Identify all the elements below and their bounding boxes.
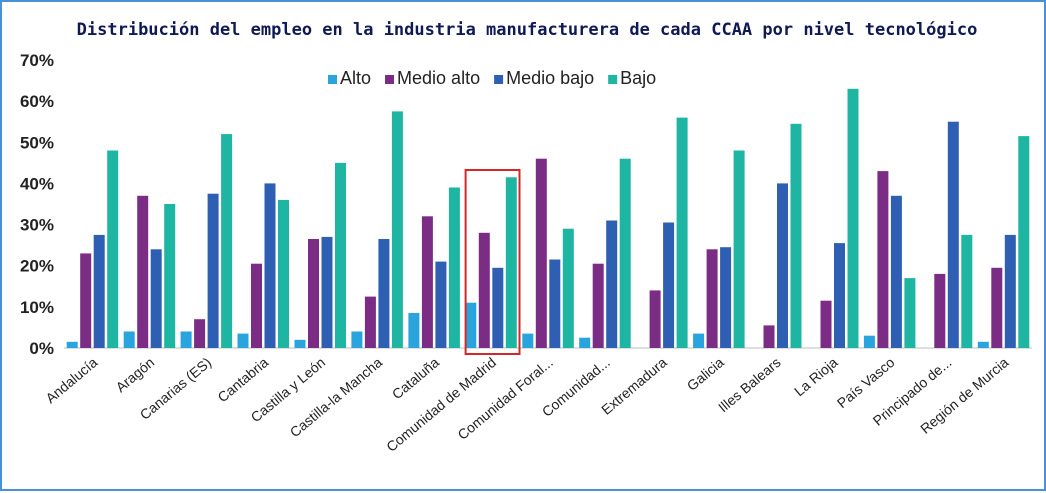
bar-bajo-illes-balears [790, 123, 802, 348]
bar-bajo-castilla-la-mancha [391, 111, 403, 349]
legend-swatch-medio-alto [385, 75, 395, 84]
bar-bajo-pais-vasco [904, 278, 916, 348]
highlight-box [464, 169, 521, 355]
bar-bajo-region-de-murcia [1018, 136, 1030, 348]
y-tick-label: 10% [20, 298, 54, 317]
legend: Alto Medio alto Medio bajo Bajo [328, 68, 656, 88]
bar-medio-alto-comunidad-de-madrid [478, 232, 490, 348]
bar-bajo-galicia [733, 150, 745, 348]
bar-medio-alto-illes-balears [763, 325, 775, 348]
bar-medio-bajo-cataluna [435, 261, 447, 348]
y-tick-label: 20% [20, 257, 54, 276]
bar-alto-pais-vasco [863, 335, 875, 348]
bar-alto-cantabria [237, 333, 249, 348]
bar-medio-bajo-comunidad [606, 220, 618, 348]
bar-bajo-andalucia [107, 150, 119, 348]
x-tick-label-illes-balears: Illes Balears [715, 354, 784, 415]
x-tick-label-comunidad-foral: Comunidad Foral... [454, 354, 555, 443]
bar-alto-comunidad [579, 337, 591, 348]
bar-medio-alto-region-de-murcia [991, 267, 1003, 348]
legend-label-bajo: Bajo [620, 68, 656, 88]
bar-medio-alto-cataluna [421, 216, 433, 348]
bar-alto-galicia [693, 333, 705, 348]
bar-alto-aragon [123, 331, 135, 348]
bar-medio-alto-comunidad-foral [535, 158, 547, 348]
bar-bajo-cantabria [278, 199, 289, 348]
legend-swatch-medio-bajo [494, 75, 504, 84]
bar-alto-castilla-y-leon [294, 339, 306, 348]
bar-medio-alto-castilla-la-mancha [364, 296, 376, 348]
bar-bajo-comunidad [619, 158, 631, 348]
bar-bajo-principado-de [961, 234, 973, 348]
y-tick-label: 70% [20, 51, 54, 70]
x-tick-label-la-rioja: La Rioja [791, 354, 841, 399]
legend-swatch-bajo [608, 75, 618, 84]
bar-medio-bajo-illes-balears [777, 183, 788, 348]
bar-bajo-canarias-es [221, 134, 233, 348]
chart-title: Distribución del empleo en la industria … [77, 20, 978, 40]
y-tick-label: 0% [29, 339, 54, 358]
bar-alto-andalucia [66, 341, 78, 348]
bar-medio-alto-castilla-y-leon [308, 239, 319, 348]
bar-medio-alto-extremadura [649, 290, 661, 348]
x-tick-label-comunidad-de-madrid: Comunidad de Madrid [383, 354, 499, 455]
bar-medio-bajo-pais-vasco [890, 195, 902, 348]
bar-medio-alto-la-rioja [820, 300, 832, 348]
legend-label-medio-alto: Medio alto [397, 68, 480, 88]
bar-alto-cataluna [408, 313, 420, 348]
bar-medio-bajo-comunidad-foral [549, 259, 561, 348]
bar-medio-bajo-extremadura [663, 222, 675, 348]
bar-medio-bajo-principado-de [947, 121, 959, 348]
bar-medio-alto-andalucia [80, 253, 92, 348]
highlight-rectangle [464, 169, 521, 355]
bar-medio-alto-pais-vasco [877, 171, 889, 348]
bar-medio-bajo-cantabria [264, 183, 276, 348]
x-tick-label-aragon: Aragón [112, 354, 157, 395]
bar-medio-bajo-region-de-murcia [1004, 234, 1016, 348]
bar-medio-alto-aragon [137, 195, 149, 348]
legend-label-medio-bajo: Medio bajo [506, 68, 594, 88]
y-tick-label: 50% [20, 133, 54, 152]
bar-medio-bajo-galicia [720, 247, 732, 348]
bar-alto-comunidad-de-madrid [465, 302, 477, 348]
bar-alto-region-de-murcia [977, 341, 989, 348]
bar-bajo-cataluna [448, 187, 460, 348]
x-tick-label-andalucia: Andalucía [42, 354, 100, 406]
y-tick-label: 60% [20, 92, 54, 111]
x-tick-label-cantabria: Cantabria [214, 354, 271, 405]
bar-medio-bajo-la-rioja [834, 243, 845, 348]
y-tick-label: 30% [20, 216, 54, 235]
bar-medio-bajo-castilla-y-leon [321, 236, 333, 348]
bar-medio-bajo-aragon [150, 249, 162, 348]
bar-alto-comunidad-foral [522, 333, 534, 348]
bars [66, 88, 1030, 349]
y-tick-label: 40% [20, 174, 54, 193]
x-tick-label-cataluna: Cataluña [389, 354, 442, 402]
bar-medio-bajo-andalucia [93, 234, 105, 348]
bar-medio-alto-principado-de [934, 273, 946, 348]
bar-bajo-castilla-y-leon [335, 162, 346, 348]
bar-bajo-extremadura [676, 117, 688, 348]
bar-medio-alto-canarias-es [194, 319, 206, 348]
bar-alto-castilla-la-mancha [351, 331, 363, 348]
bar-bajo-aragon [164, 204, 176, 348]
bar-bajo-comunidad-foral [562, 228, 574, 348]
bar-medio-bajo-castilla-la-mancha [378, 239, 390, 348]
bar-alto-canarias-es [180, 331, 192, 348]
bar-medio-alto-comunidad [592, 263, 604, 348]
bar-bajo-comunidad-de-madrid [505, 177, 517, 348]
bar-medio-bajo-comunidad-de-madrid [492, 267, 504, 348]
x-tick-label-galicia: Galicia [684, 354, 727, 394]
bar-bajo-la-rioja [847, 88, 859, 349]
bar-medio-alto-galicia [706, 249, 718, 348]
legend-label-alto: Alto [340, 68, 371, 88]
bar-medio-alto-cantabria [251, 263, 262, 348]
legend-swatch-alto [328, 75, 337, 84]
bar-medio-bajo-canarias-es [207, 193, 219, 348]
